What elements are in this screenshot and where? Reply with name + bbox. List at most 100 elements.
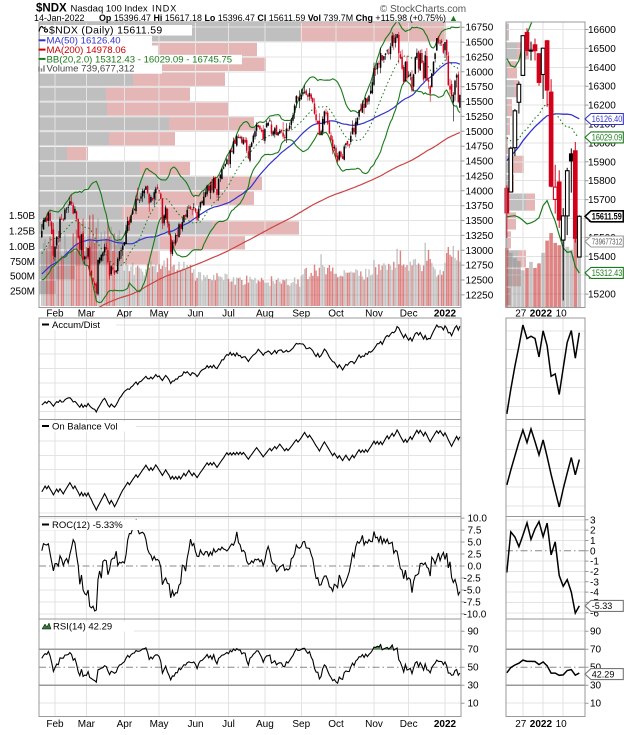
svg-text:Nov: Nov: [365, 309, 383, 320]
svg-text:Oct: Oct: [328, 309, 344, 320]
svg-text:RSI(14) 42.29: RSI(14) 42.29: [53, 622, 112, 633]
svg-text:13500: 13500: [466, 216, 494, 227]
svg-text:15312.43: 15312.43: [592, 268, 623, 278]
svg-text:15500: 15500: [466, 97, 494, 108]
svg-text:Aug: Aug: [256, 309, 274, 320]
svg-text:13000: 13000: [466, 246, 494, 257]
svg-text:-6: -6: [590, 608, 599, 619]
svg-text:Nov: Nov: [365, 719, 383, 730]
svg-text:0.0: 0.0: [468, 562, 482, 573]
svg-text:Aug: Aug: [256, 719, 274, 730]
svg-text:-2: -2: [590, 567, 599, 578]
svg-text:© StockCharts.com: © StockCharts.com: [380, 4, 466, 15]
svg-text:2022: 2022: [434, 719, 457, 730]
svg-text:Apr: Apr: [117, 309, 133, 320]
svg-text:15750: 15750: [466, 82, 494, 93]
svg-text:15200: 15200: [588, 290, 616, 301]
svg-text:Jun: Jun: [187, 309, 203, 320]
svg-text:250M: 250M: [10, 286, 35, 297]
svg-text:15611.59: 15611.59: [592, 212, 622, 222]
svg-text:12500: 12500: [466, 276, 494, 287]
svg-text:16300: 16300: [588, 82, 616, 93]
svg-text:-3: -3: [590, 577, 599, 588]
svg-text:42.29: 42.29: [592, 669, 615, 679]
svg-text:May: May: [150, 309, 169, 320]
svg-text:14500: 14500: [466, 157, 494, 168]
svg-text:-5.33: -5.33: [592, 601, 613, 611]
svg-text:16250: 16250: [466, 52, 494, 63]
svg-text:Feb: Feb: [46, 719, 64, 730]
svg-text:30: 30: [590, 681, 602, 692]
svg-text:70: 70: [590, 645, 602, 656]
svg-text:BB(20,2.0) 15312.43 - 16029.09: BB(20,2.0) 15312.43 - 16029.09 - 16745.7…: [47, 54, 233, 65]
svg-text:3: 3: [590, 515, 596, 526]
svg-text:16500: 16500: [588, 44, 616, 55]
svg-text:-1: -1: [590, 557, 599, 568]
svg-text:1: 1: [590, 536, 596, 547]
svg-text:30: 30: [468, 681, 480, 692]
svg-text:Sep: Sep: [292, 719, 310, 730]
svg-text:Apr: Apr: [117, 719, 133, 730]
svg-text:16000: 16000: [588, 138, 616, 149]
svg-text:14750: 14750: [466, 142, 494, 153]
svg-text:15900: 15900: [588, 157, 616, 168]
svg-text:27: 27: [515, 309, 527, 320]
svg-text:1.50B: 1.50B: [9, 211, 35, 222]
svg-text:15250: 15250: [466, 112, 494, 123]
svg-text:1.00B: 1.00B: [9, 242, 35, 253]
svg-text:2022: 2022: [530, 719, 553, 730]
svg-text:16600: 16600: [588, 25, 616, 36]
svg-text:Sep: Sep: [292, 309, 310, 320]
svg-text:14250: 14250: [466, 171, 494, 182]
svg-text:14-Jan-2022: 14-Jan-2022: [34, 13, 85, 23]
svg-text:ROC(12) -5.33%: ROC(12) -5.33%: [52, 520, 123, 531]
svg-text:Jun: Jun: [187, 719, 203, 730]
svg-text:Accum/Dist: Accum/Dist: [52, 320, 100, 331]
svg-text:739677312: 739677312: [592, 238, 623, 247]
svg-text:Nasdaq 100 Index: Nasdaq 100 Index: [71, 4, 148, 15]
svg-text:Mar: Mar: [78, 309, 96, 320]
svg-text:16750: 16750: [466, 23, 494, 34]
svg-text:16200: 16200: [588, 101, 616, 112]
svg-text:15000: 15000: [466, 127, 494, 138]
svg-text:16126.40: 16126.40: [592, 114, 623, 124]
svg-text:15700: 15700: [588, 195, 616, 206]
svg-text:10.0: 10.0: [468, 514, 488, 525]
svg-text:16500: 16500: [466, 38, 494, 49]
svg-text:-4: -4: [590, 588, 599, 599]
svg-text:Dec: Dec: [400, 719, 418, 730]
svg-text:2.5: 2.5: [468, 550, 482, 561]
svg-text:Mar: Mar: [78, 719, 96, 730]
svg-text:Jul: Jul: [222, 309, 235, 320]
svg-text:$NDX (Daily) 15611.59: $NDX (Daily) 15611.59: [49, 24, 163, 36]
svg-text:7.5: 7.5: [468, 526, 482, 537]
svg-text:Volume 739,677,312: Volume 739,677,312: [47, 64, 135, 75]
svg-text:2: 2: [590, 526, 596, 537]
svg-text:16400: 16400: [588, 63, 616, 74]
svg-text:16029.09: 16029.09: [592, 133, 623, 143]
svg-text:10: 10: [468, 699, 480, 710]
svg-text:10: 10: [590, 699, 602, 710]
svg-text:Feb: Feb: [46, 309, 64, 320]
svg-text:90: 90: [590, 627, 602, 638]
svg-text:12250: 12250: [466, 290, 494, 301]
svg-text:5.0: 5.0: [468, 538, 482, 549]
svg-text:-5.0: -5.0: [464, 586, 482, 597]
svg-text:15800: 15800: [588, 176, 616, 187]
svg-text:2022: 2022: [434, 309, 457, 320]
svg-text:10: 10: [556, 309, 568, 320]
svg-text:12750: 12750: [466, 261, 494, 272]
svg-text:13250: 13250: [466, 231, 494, 242]
svg-text:Dec: Dec: [400, 309, 418, 320]
svg-text:Oct: Oct: [328, 719, 344, 730]
svg-text:-2.5: -2.5: [464, 574, 482, 585]
svg-text:0: 0: [590, 546, 596, 557]
svg-text:$NDX: $NDX: [36, 3, 67, 15]
svg-text:10: 10: [556, 719, 568, 730]
svg-text:-7.5: -7.5: [464, 597, 482, 608]
svg-text:1.25B: 1.25B: [9, 226, 35, 237]
svg-text:27: 27: [515, 719, 527, 730]
svg-text:2022: 2022: [530, 309, 553, 320]
svg-text:INDX: INDX: [152, 3, 177, 13]
svg-text:750M: 750M: [10, 257, 35, 268]
